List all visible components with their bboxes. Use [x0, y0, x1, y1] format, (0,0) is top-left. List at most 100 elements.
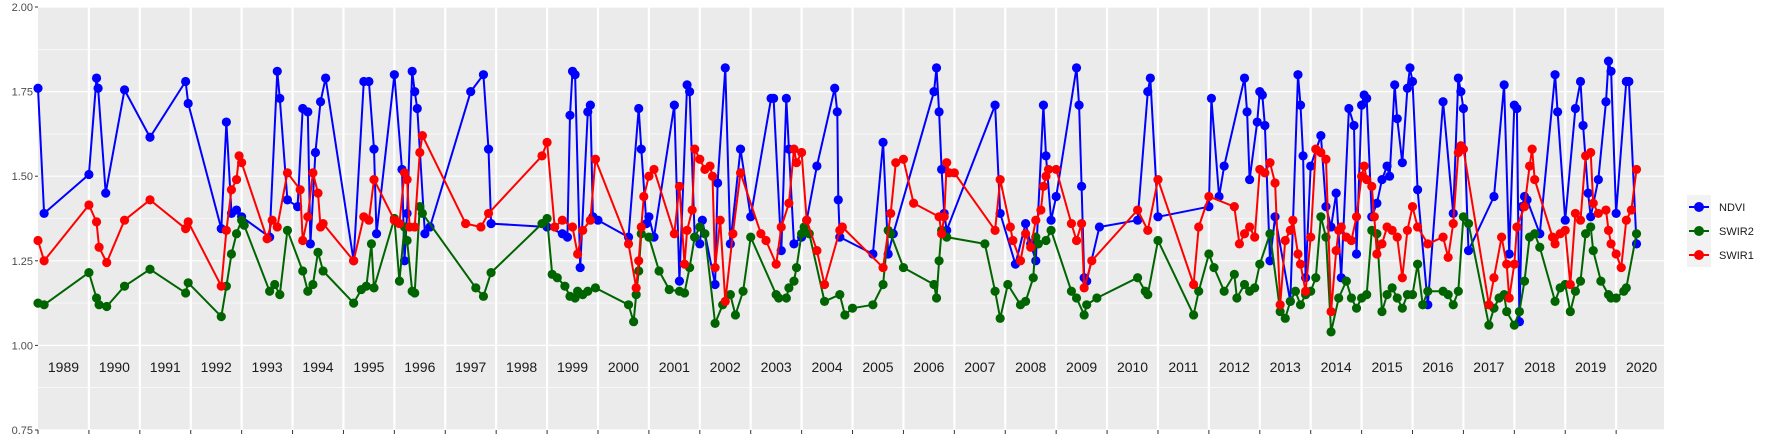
- data-point-ndvi: [1402, 83, 1413, 93]
- data-point-swir1: [1504, 293, 1514, 303]
- data-point-swir1: [1586, 147, 1596, 158]
- data-point-swir1: [634, 256, 644, 266]
- data-point-ndvi: [1331, 188, 1341, 198]
- year-label: 1993: [252, 359, 283, 375]
- data-point-swir1: [1293, 249, 1303, 259]
- data-point-ndvi: [483, 144, 494, 154]
- year-label: 1996: [404, 359, 435, 375]
- data-point-ndvi: [231, 205, 242, 215]
- data-point-swir2: [1219, 286, 1229, 296]
- data-point-swir2: [1509, 320, 1519, 330]
- data-point-swir2: [1392, 293, 1402, 303]
- data-point-swir2: [1535, 242, 1545, 252]
- data-point-swir2: [1143, 290, 1153, 300]
- year-label: 2017: [1473, 359, 1504, 375]
- data-point-swir1: [1015, 256, 1026, 266]
- data-point-swir1: [282, 168, 293, 178]
- data-point-swir2: [1250, 283, 1260, 293]
- data-point-swir2: [664, 284, 674, 295]
- data-point-swir1: [939, 212, 949, 222]
- data-point-swir1: [308, 168, 318, 178]
- data-point-swir1: [318, 218, 328, 229]
- data-point-ndvi: [1295, 100, 1306, 110]
- data-point-swir2: [819, 296, 830, 307]
- data-point-swir1: [669, 229, 679, 239]
- data-point-swir1: [1484, 300, 1494, 310]
- data-point-ndvi: [1499, 80, 1509, 90]
- data-point-swir1: [1071, 235, 1082, 246]
- data-point-swir1: [216, 281, 226, 291]
- data-point-ndvi: [1252, 117, 1262, 127]
- year-label: 2012: [1219, 359, 1250, 375]
- data-point-swir1: [231, 174, 242, 185]
- data-point-ndvi: [634, 103, 644, 114]
- data-point-swir2: [725, 290, 735, 300]
- data-point-swir1: [1036, 205, 1046, 215]
- data-point-ndvi: [1550, 70, 1560, 80]
- data-point-swir2: [781, 293, 791, 303]
- data-point-swir1: [1005, 222, 1015, 232]
- data-point-ndvi: [1094, 222, 1105, 232]
- data-point-swir2: [1588, 246, 1598, 256]
- data-point-swir2: [995, 313, 1005, 323]
- data-point-swir1: [237, 158, 247, 168]
- data-point-swir2: [1530, 229, 1540, 239]
- data-point-swir1: [1021, 229, 1031, 239]
- data-point-ndvi: [1489, 191, 1499, 202]
- year-label: 2018: [1524, 359, 1555, 375]
- year-label: 2001: [659, 359, 690, 375]
- data-point-ndvi: [1206, 93, 1217, 103]
- data-point-swir1: [349, 256, 359, 266]
- data-point-swir1: [1530, 174, 1540, 185]
- y-tick-label: 0.75: [12, 425, 33, 437]
- data-point-swir1: [1448, 218, 1458, 229]
- data-point-ndvi: [1362, 93, 1372, 103]
- data-point-ndvi: [1298, 151, 1308, 161]
- data-point-swir2: [471, 283, 481, 293]
- series-layer: [33, 56, 1642, 337]
- data-point-swir2: [929, 279, 939, 290]
- data-point-swir2: [1028, 273, 1038, 283]
- data-point-swir1: [1336, 222, 1346, 232]
- data-point-ndvi: [1074, 100, 1084, 110]
- data-point-swir1: [898, 154, 909, 164]
- data-point-ndvi: [937, 164, 947, 175]
- data-point-swir1: [557, 215, 567, 225]
- year-label: 2006: [913, 359, 944, 375]
- data-point-swir2: [1463, 218, 1474, 229]
- data-point-ndvi: [832, 107, 842, 117]
- data-point-swir2: [1443, 290, 1453, 300]
- data-point-swir2: [746, 232, 756, 242]
- data-point-swir2: [183, 278, 193, 288]
- year-label: 2015: [1371, 359, 1402, 375]
- data-point-swir2: [84, 268, 94, 278]
- data-point-swir1: [1560, 225, 1570, 235]
- data-point-swir1: [715, 215, 725, 225]
- data-point-swir2: [1041, 235, 1051, 246]
- year-label: 1992: [201, 359, 232, 375]
- data-point-swir2: [410, 288, 420, 298]
- year-label: 2020: [1626, 359, 1657, 375]
- data-point-swir1: [1270, 178, 1280, 188]
- data-point-swir1: [364, 215, 374, 225]
- data-point-ndvi: [1413, 185, 1423, 195]
- year-label: 2002: [710, 359, 741, 375]
- data-point-ndvi: [1046, 215, 1056, 225]
- data-point-ndvi: [1382, 161, 1392, 171]
- data-point-ndvi: [486, 218, 496, 229]
- data-point-swir1: [776, 222, 786, 232]
- data-point-ndvi: [1593, 174, 1603, 185]
- data-point-swir1: [295, 185, 305, 195]
- legend-label: SWIR2: [1719, 226, 1754, 238]
- data-point-ndvi: [710, 279, 720, 290]
- data-point-swir1: [267, 215, 277, 225]
- data-point-ndvi: [1390, 80, 1400, 90]
- data-point-ndvi: [789, 239, 799, 249]
- data-point-swir1: [802, 215, 812, 225]
- data-point-swir2: [303, 286, 313, 296]
- data-point-ndvi: [402, 208, 412, 219]
- data-point-swir1: [1458, 144, 1469, 154]
- data-point-swir2: [1239, 279, 1250, 290]
- data-point-swir1: [1565, 279, 1575, 290]
- data-point-swir2: [226, 249, 237, 259]
